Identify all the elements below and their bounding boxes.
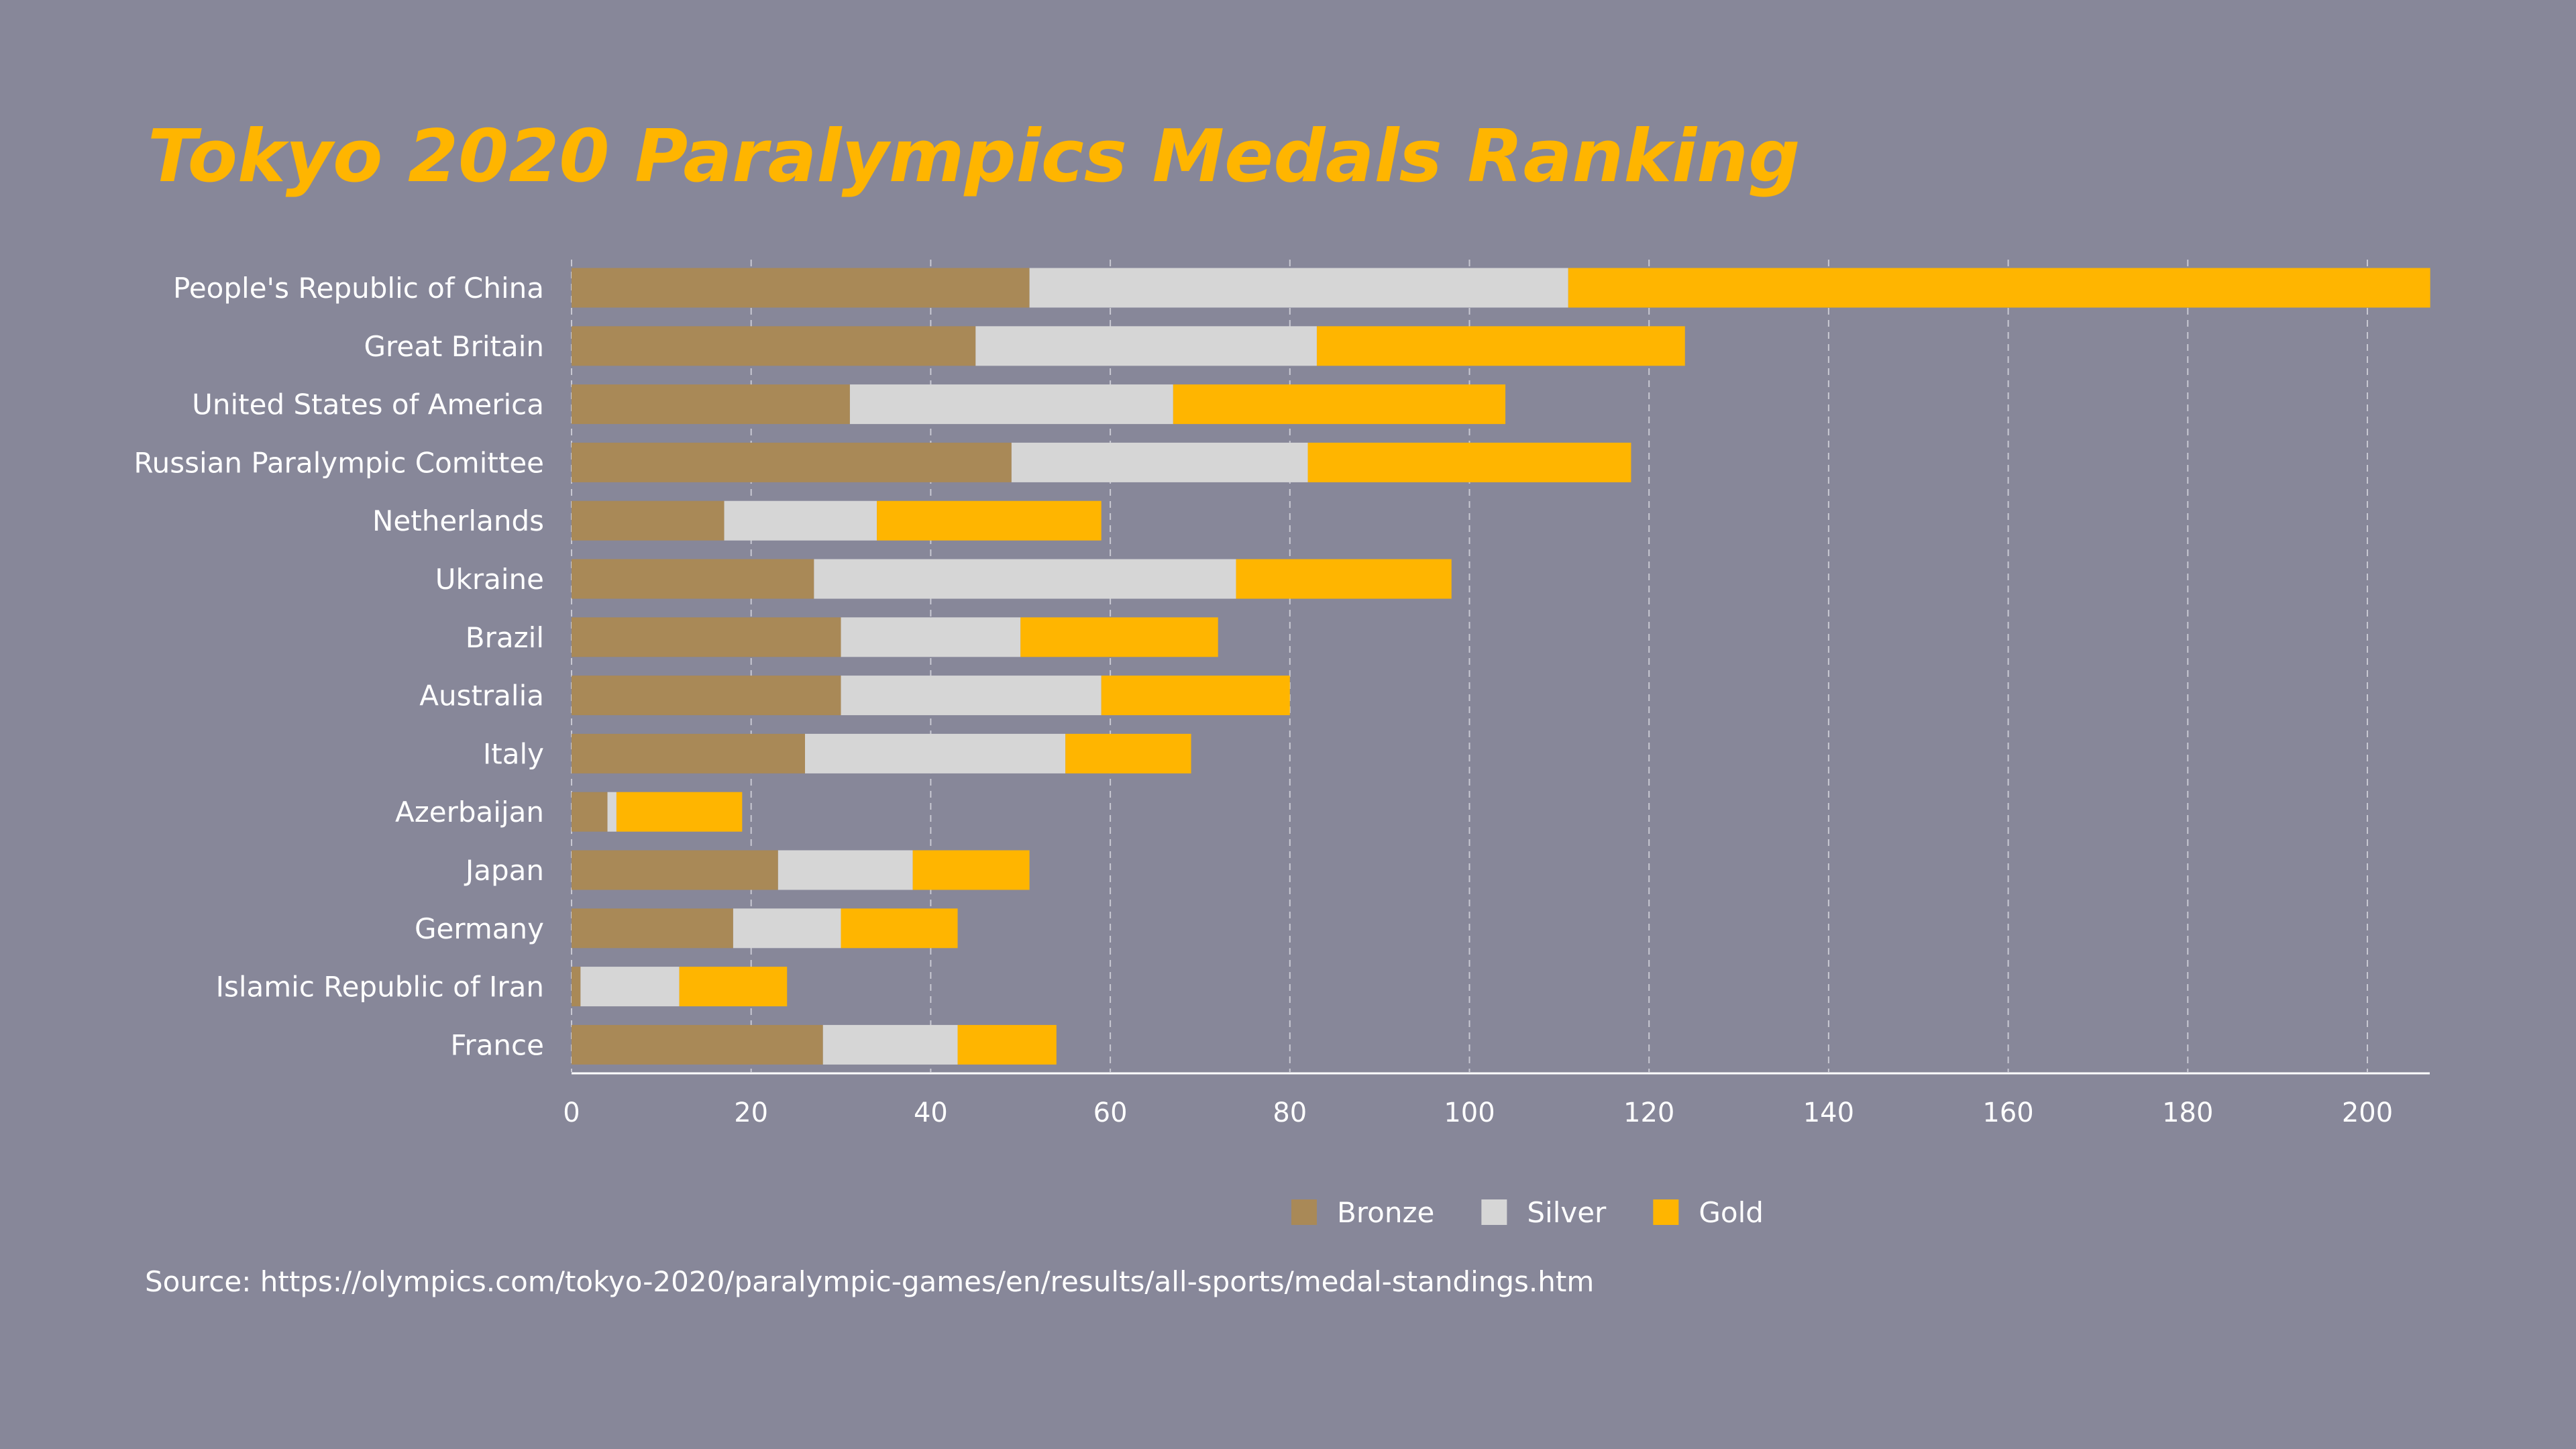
bar-bronze [572, 326, 976, 366]
bar-bronze [572, 792, 608, 832]
category-label: Japan [464, 854, 544, 887]
bar-gold [1316, 326, 1685, 366]
bar-gold [1101, 676, 1290, 716]
bar-gold [679, 967, 788, 1007]
bar-gold [957, 1024, 1057, 1065]
bar-bronze [572, 850, 778, 890]
bar-silver [814, 559, 1236, 599]
category-label: United States of America [192, 388, 544, 421]
bar-silver [1011, 442, 1308, 482]
x-tick-label: 60 [1093, 1097, 1128, 1128]
legend-swatch-bronze [1291, 1199, 1317, 1225]
bar-gold [877, 500, 1102, 541]
bar-bronze [572, 676, 841, 716]
bar-silver [724, 500, 877, 541]
legend-swatch-silver [1481, 1199, 1507, 1225]
legend-swatch-gold [1653, 1199, 1679, 1225]
x-tick-label: 120 [1623, 1097, 1674, 1128]
grid-lines [571, 260, 2368, 1072]
bar-bronze [572, 500, 724, 541]
bar-gold [841, 908, 958, 949]
category-label: Great Britain [364, 330, 544, 363]
category-label: Germany [415, 912, 544, 945]
bar-gold [1236, 559, 1452, 599]
category-label: Netherlands [372, 504, 544, 537]
category-label: France [450, 1028, 544, 1061]
category-label: Islamic Republic of Iran [216, 971, 544, 1004]
legend-label: Silver [1527, 1196, 1607, 1229]
legend-label: Bronze [1337, 1196, 1434, 1229]
x-tick-label: 100 [1444, 1097, 1495, 1128]
x-tick-label: 80 [1273, 1097, 1307, 1128]
x-tick-label: 180 [2162, 1097, 2213, 1128]
category-label: People's Republic of China [173, 272, 544, 305]
bar-gold [616, 792, 743, 832]
bar-bronze [572, 268, 1030, 308]
bar-gold [1065, 733, 1191, 773]
bar-silver [841, 617, 1021, 657]
category-label: Italy [483, 737, 544, 770]
x-tick-label: 0 [563, 1097, 580, 1128]
bar-silver [849, 384, 1173, 425]
bar-bronze [572, 908, 733, 949]
category-label: Russian Paralympic Comittee [133, 446, 544, 479]
x-tick-label: 40 [914, 1097, 948, 1128]
category-label: Brazil [466, 621, 544, 654]
x-tick-labels: 0 20 40 60 80 100 120 140 160 180 200 [563, 1097, 2393, 1128]
category-label: Ukraine [435, 563, 544, 596]
bar-bronze [572, 384, 850, 425]
x-tick-label: 140 [1803, 1097, 1854, 1128]
category-label: Australia [419, 680, 544, 712]
bar-silver [1029, 268, 1568, 308]
legend-label: Gold [1699, 1196, 1764, 1229]
bar-bronze [572, 617, 841, 657]
chart-title: Tokyo 2020 Paralympics Medals Ranking [148, 115, 1800, 199]
bar-bronze [572, 967, 581, 1007]
bar-gold [1568, 268, 2430, 308]
x-tick-label: 160 [1982, 1097, 2033, 1128]
bar-silver [805, 733, 1066, 773]
bar-bronze [572, 442, 1012, 482]
bar-gold [1020, 617, 1218, 657]
bar-silver [777, 850, 913, 890]
bar-gold [912, 850, 1030, 890]
legend: Bronze Silver Gold [1291, 1196, 1764, 1229]
bar-bronze [572, 1024, 823, 1065]
bar-silver [733, 908, 841, 949]
category-label: Azerbaijan [395, 796, 544, 828]
bar-bronze [572, 559, 814, 599]
x-tick-label: 20 [734, 1097, 768, 1128]
x-tick-label: 200 [2342, 1097, 2393, 1128]
bars [572, 268, 2430, 1065]
bar-silver [841, 676, 1102, 716]
bar-silver [975, 326, 1317, 366]
source-note: Source: https://olympics.com/tokyo-2020/… [145, 1265, 1594, 1298]
bar-gold [1307, 442, 1631, 482]
bar-silver [822, 1024, 958, 1065]
bar-bronze [572, 733, 806, 773]
category-labels: People's Republic of China Great Britain U… [133, 272, 544, 1061]
bar-silver [607, 792, 616, 832]
bar-silver [580, 967, 680, 1007]
bar-gold [1173, 384, 1506, 425]
